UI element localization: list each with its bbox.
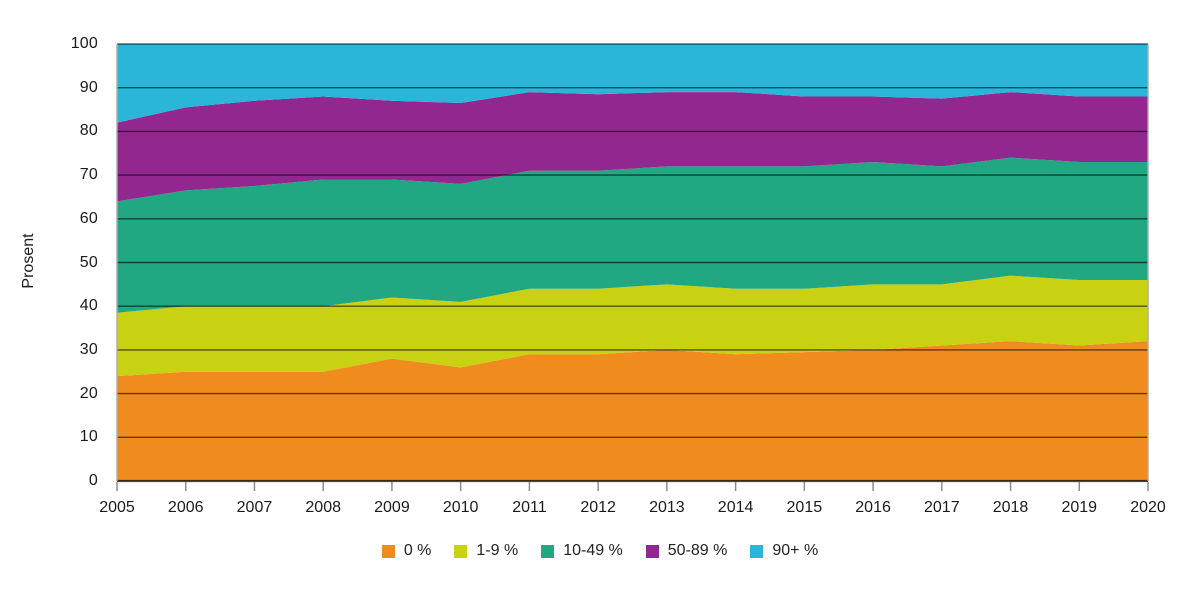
y-tick-label: 80 [79,122,98,140]
y-tick-label: 30 [79,340,98,358]
legend-item-0: 0 % [381,542,432,560]
x-tick-label: 2018 [992,499,1029,516]
y-tick-label: 40 [79,297,98,315]
x-tick-label: 2017 [924,499,960,516]
legend-label: 90+ % [772,542,819,559]
y-tick-label: 100 [70,35,98,52]
area-band-0 [117,341,1148,481]
x-tick-label: 2014 [717,499,754,516]
x-tick-label: 2009 [374,499,410,516]
x-tick-label: 2020 [1130,499,1166,516]
x-tick-label: 2019 [1061,499,1098,516]
legend-swatch-icon [541,544,555,558]
legend-label: 1-9 % [476,542,519,559]
y-tick-label: 60 [79,209,98,227]
area-band-1 [117,275,1148,377]
y-tick-label: 10 [79,428,98,446]
legend-swatch-icon [645,544,659,558]
area-band-3 [117,92,1148,202]
x-tick-label: 2008 [305,499,341,516]
x-tick-label: 2005 [99,499,135,516]
x-tick-label: 2006 [167,499,204,516]
y-tick-label: 20 [79,384,98,402]
legend-swatch-icon [750,544,764,558]
legend-label: 10-49 % [563,542,623,559]
area-band-2 [117,157,1148,313]
legend-item-4: 90+ % [750,542,818,560]
x-tick-label: 2010 [442,499,479,516]
x-tick-label: 2013 [649,499,685,516]
y-tick-label: 50 [79,253,98,271]
legend-swatch-icon [454,544,468,558]
legend-label: 0 % [403,542,432,559]
y-tick-label: 0 [88,472,98,489]
legend-item-3: 50-89 % [645,542,728,560]
legend-item-2: 10-49 % [541,542,623,560]
legend-item-1: 1-9 % [454,542,518,560]
x-tick-label: 2015 [786,499,823,516]
x-tick-label: 2007 [236,499,273,516]
x-tick-label: 2016 [855,499,891,516]
legend-swatch-icon [381,544,395,558]
x-tick-label: 2011 [512,499,547,516]
area-band-4 [117,44,1148,123]
legend-label: 50-89 % [667,542,728,559]
y-tick-label: 90 [79,78,98,96]
chart-legend: 0 % 1-9 % 10-49 % 50-89 % 90+ % [0,542,1200,560]
y-tick-label: 70 [79,166,98,184]
x-tick-label: 2012 [580,499,616,516]
